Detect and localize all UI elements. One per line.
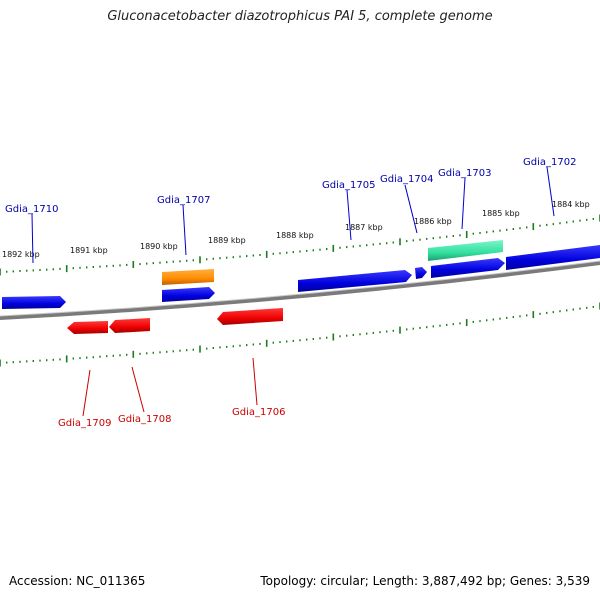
map-title: Gluconacetobacter diazotrophicus PAI 5, … <box>107 9 493 24</box>
outer-tick-track <box>0 214 600 276</box>
tick-label: 1885 kbp <box>482 209 520 218</box>
gene-label-gdia-1705: Gdia_1705 <box>322 180 375 191</box>
tick-label: 1884 kbp <box>552 200 590 209</box>
tick-label: 1890 kbp <box>140 242 178 251</box>
gene-gdia-1706[interactable] <box>217 308 283 325</box>
inner-tick-track <box>0 302 600 367</box>
gene-label-gdia-1710: Gdia_1710 <box>5 204 58 215</box>
gene-gdia-1704[interactable] <box>415 267 427 279</box>
gene-label-gdia-1703: Gdia_1703 <box>438 168 491 179</box>
accession-text: Accession: NC_011365 <box>9 574 146 588</box>
gene-gdia-1709[interactable] <box>67 321 108 334</box>
tick-label: 1887 kbp <box>345 223 383 232</box>
gene-gdia-1703-forward[interactable] <box>431 258 505 278</box>
gene-label-gdia-1707: Gdia_1707 <box>157 195 210 206</box>
tick-label: 1892 kbp <box>2 250 40 259</box>
gene-label-gdia-1706: Gdia_1706 <box>232 407 285 418</box>
tick-label: 1886 kbp <box>414 217 452 226</box>
gene-label-gdia-1702: Gdia_1702 <box>523 157 576 168</box>
genome-backbone-highlight <box>0 260 600 317</box>
tick-label: 1888 kbp <box>276 231 314 240</box>
gene-label-gdia-1709: Gdia_1709 <box>58 418 111 429</box>
tick-label: 1889 kbp <box>208 236 246 245</box>
gene-gdia-1705[interactable] <box>298 270 412 292</box>
gene-gdia-1710[interactable] <box>2 296 66 309</box>
genome-backbone <box>0 261 600 320</box>
gene-gdia-1708[interactable] <box>109 318 150 333</box>
topology-text: Topology: circular; Length: 3,887,492 bp… <box>260 574 590 588</box>
gene-gdia-1702[interactable] <box>506 245 600 270</box>
gene-gdia-1707[interactable] <box>162 287 215 302</box>
gene-gdia-1707-orange[interactable] <box>162 269 214 285</box>
gene-label-gdia-1708: Gdia_1708 <box>118 414 171 425</box>
tick-label: 1891 kbp <box>70 246 108 255</box>
gene-label-gdia-1704: Gdia_1704 <box>380 174 433 185</box>
gene-gdia-1703-teal[interactable] <box>428 240 503 261</box>
